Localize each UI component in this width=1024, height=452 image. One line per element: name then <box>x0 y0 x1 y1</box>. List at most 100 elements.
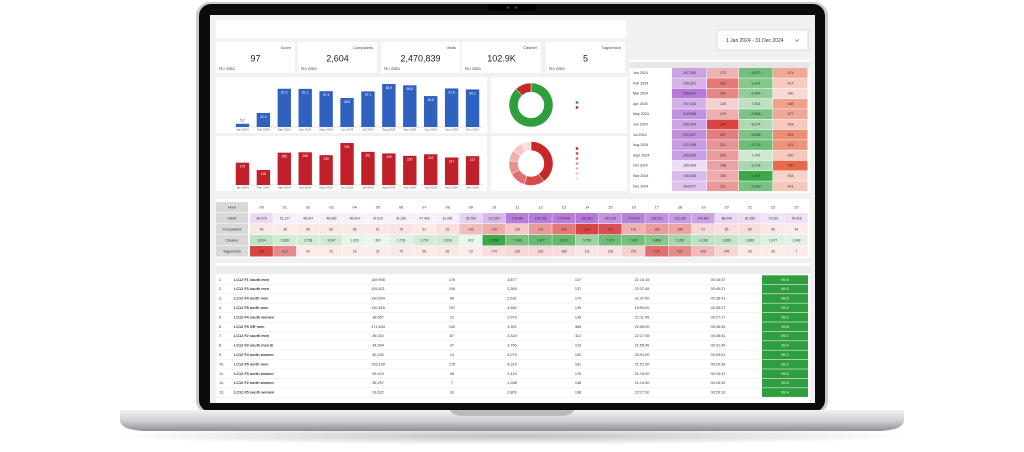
legend-swatch <box>575 162 579 165</box>
hour-label: 00 <box>260 206 264 210</box>
bar-value-label: 227 <box>470 158 476 162</box>
kpi-note: No data <box>384 66 400 71</box>
month-cell-text: 8,074 <box>752 122 761 126</box>
site-cell-text: 35,297 <box>372 381 384 385</box>
hour-cell <box>436 235 459 246</box>
month-cell-text: 209 <box>720 153 726 157</box>
bar-value-label: 57.1 <box>365 93 371 97</box>
site-cell-text: LC12 F5 north men <box>234 362 269 366</box>
hour-cell-text: 46,524 <box>350 216 360 220</box>
bar <box>340 97 354 127</box>
hour-cell <box>622 213 645 224</box>
donut-slice <box>515 82 532 96</box>
hour-cell-text: 122,302 <box>488 216 500 220</box>
month-cell <box>672 98 707 109</box>
donut-slice <box>508 82 554 128</box>
month-cell <box>739 181 773 192</box>
month-cell <box>739 68 773 78</box>
hour-cell <box>598 246 622 257</box>
site-cell-text: 134 <box>575 315 581 319</box>
hour-cell <box>529 224 552 235</box>
site-cell-text: 149,908 <box>371 278 385 282</box>
site-cell-text: 132 <box>449 325 455 329</box>
bar-value-label: 68.9 <box>386 86 392 90</box>
hour-cell <box>738 213 762 224</box>
hour-cell-text: 270 <box>631 249 637 253</box>
month-cell <box>672 171 707 181</box>
hour-cell-text: 8,010 <box>560 238 568 242</box>
hour-cell-text: 88,045 <box>722 216 732 220</box>
month-cell <box>739 129 773 140</box>
x-tick-label: Aug 2024 <box>382 127 395 131</box>
date-picker[interactable] <box>716 29 809 51</box>
site-cell-text: 7. <box>219 334 222 338</box>
bar-value-label: 60.2 <box>469 91 475 95</box>
hour-cell <box>296 235 320 246</box>
hour-cell <box>273 213 297 224</box>
hour-cell-text: 160,224 <box>604 216 616 220</box>
hour-row-label-cell <box>216 213 248 224</box>
score-cell <box>762 341 808 350</box>
hour-cell <box>389 213 413 224</box>
kpi-label: Visits <box>447 45 456 50</box>
hour-cell <box>412 213 436 224</box>
hour-cell <box>482 235 506 246</box>
site-table-header <box>216 266 810 274</box>
site-cell-text: 11. <box>219 372 224 376</box>
hour-label: 19 <box>701 206 705 210</box>
month-cell <box>707 119 739 130</box>
hour-cell <box>389 246 413 257</box>
site-cell-text: 369 <box>575 325 581 329</box>
site-cell-text: LC12 F4 north men <box>234 297 269 301</box>
month-cell-text: 197,418 <box>683 102 696 106</box>
month-cell-text: 220,397 <box>683 133 696 137</box>
bar-value-label: 5.2 <box>240 119 245 123</box>
x-tick-label: Dec 2024 <box>466 185 479 189</box>
month-cell <box>773 140 808 150</box>
trackpad-notch <box>450 410 574 416</box>
site-cell-text: 21:14:30 <box>635 381 650 385</box>
site-cell-text: 4,319 <box>507 362 517 366</box>
site-cell-text: 123 <box>575 344 581 348</box>
bar <box>444 88 459 127</box>
x-tick-label: Mar 2024 <box>278 127 291 131</box>
site-cell-text: 109 <box>449 287 455 291</box>
month-cell-text: 521 <box>788 133 794 137</box>
month-cell <box>707 160 739 171</box>
hour-cell-text: 145,810 <box>697 216 709 220</box>
month-cell-text: Apr 2024 <box>633 102 648 106</box>
bar <box>465 89 480 127</box>
hour-cell <box>459 213 483 224</box>
hour-cell <box>715 224 738 235</box>
hour-label: 18 <box>678 206 682 210</box>
hour-cell-text: 84,276 <box>257 216 267 220</box>
x-tick-label: Jan 2024 <box>236 185 249 189</box>
hour-cell <box>622 246 645 257</box>
month-cell <box>707 150 739 161</box>
hour-cell <box>366 246 390 257</box>
hour-cell-text: 70,192 <box>768 216 778 220</box>
hour-cell-text: 245 <box>724 249 730 253</box>
hour-cell-text: 2,714 <box>420 238 428 242</box>
month-cell-text: 126 <box>720 102 726 106</box>
hour-cell <box>552 224 576 235</box>
site-cell-text: 22:05:00 <box>635 325 650 329</box>
bar-value-label: 61.3 <box>281 91 287 95</box>
hour-cell-text: 412 <box>468 238 474 242</box>
hour-cell-text: 178,484 <box>511 216 523 220</box>
month-cell-text: 241 <box>720 92 726 96</box>
month-cell <box>773 129 808 140</box>
x-tick-label: Jun 2024 <box>341 185 354 189</box>
hour-cell-text: 232 <box>538 249 544 253</box>
month-cell-text: 8,568 <box>752 133 761 137</box>
hour-label: 09 <box>469 206 473 210</box>
legend-swatch <box>575 152 579 155</box>
month-cell-text: 190,826 <box>683 174 696 178</box>
x-tick-label: Jan 2024 <box>236 127 249 131</box>
month-cell-text: 165,509 <box>683 164 696 168</box>
hour-cell-text: 21 <box>376 249 380 253</box>
site-cell-text: LC12 F3 south men <box>234 287 270 291</box>
bar <box>256 113 271 127</box>
hour-row-label-cell <box>216 224 248 235</box>
hour-cell-text: 51 <box>423 227 427 231</box>
